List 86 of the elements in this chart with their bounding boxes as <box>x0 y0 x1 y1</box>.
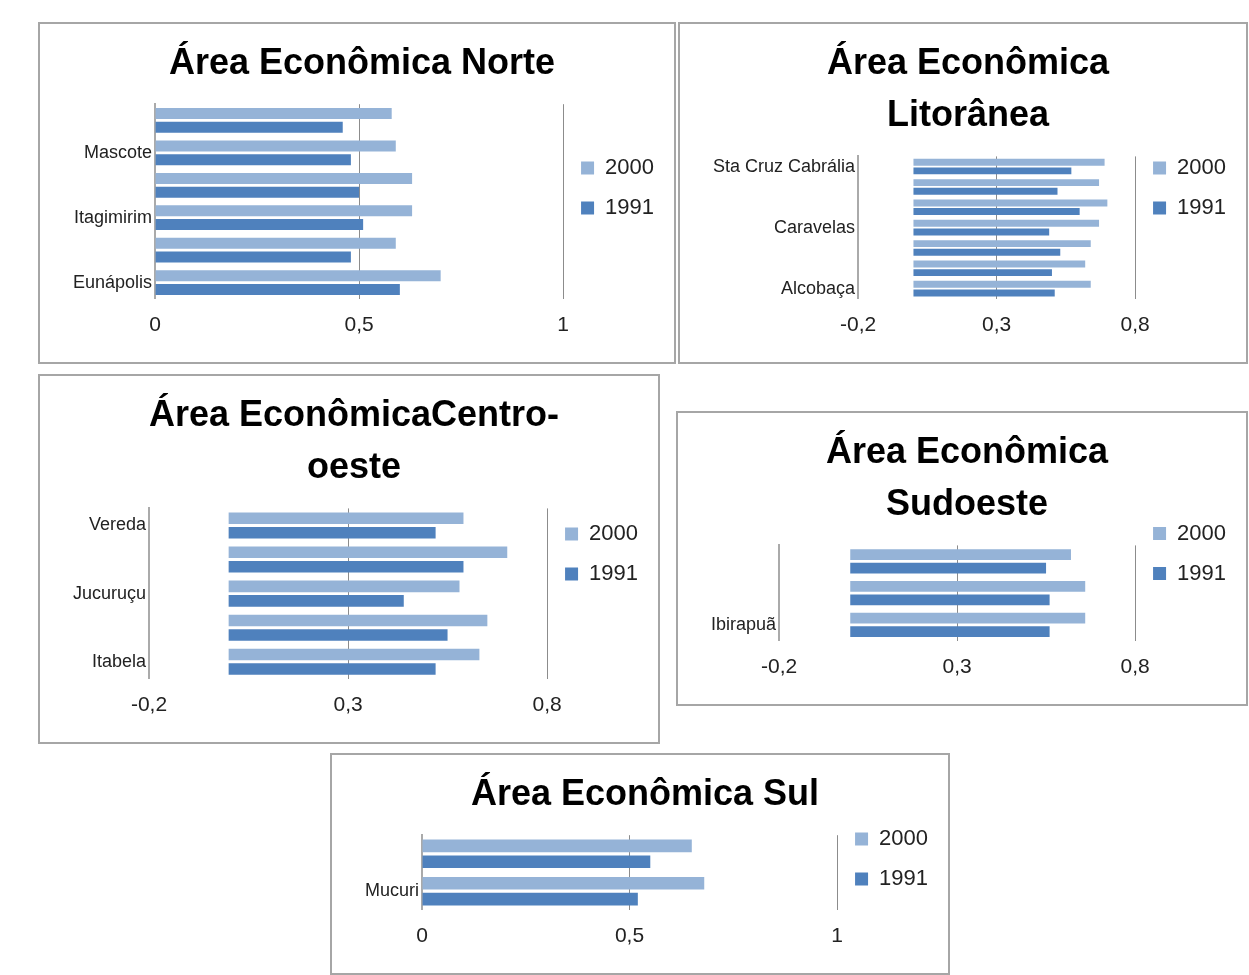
legend-label: 2000 <box>879 825 929 851</box>
bar <box>155 140 396 152</box>
bar <box>155 251 351 263</box>
x-tick-label: 1 <box>557 312 569 336</box>
x-tick-label: 1 <box>831 923 843 947</box>
y-tick-label: Mucuri <box>364 880 420 901</box>
legend-label: 1991 <box>605 194 655 220</box>
y-tick-label: Alcobaça <box>781 277 857 298</box>
x-tick-label: -0,2 <box>130 692 168 716</box>
y-tick-label: Eunápolis <box>73 271 153 292</box>
bar <box>155 283 400 295</box>
bar <box>913 269 1052 277</box>
y-tick-label: Ibirapuã <box>710 613 778 634</box>
y-tick-label: Jucuruçu <box>72 582 147 603</box>
bar <box>913 158 1105 166</box>
y-tick-label: Vereda <box>88 514 148 535</box>
chart-title: Área Econômica Sudoeste <box>825 430 1110 524</box>
bar <box>422 839 692 853</box>
legend-label: 1991 <box>879 865 929 891</box>
bar <box>155 270 441 282</box>
bar <box>228 580 460 593</box>
bar <box>155 172 413 184</box>
x-tick-label: 0,3 <box>981 312 1012 336</box>
x-tick-label: -0,2 <box>839 312 877 336</box>
bar <box>228 663 436 675</box>
bar <box>155 237 396 249</box>
legend-label: 2000 <box>589 520 639 546</box>
bar <box>913 280 1091 288</box>
bar <box>913 248 1061 256</box>
x-tick-label: -0,2 <box>760 654 798 678</box>
bar <box>155 154 351 166</box>
bar <box>228 629 448 641</box>
chart-title: Área Econômica Norte <box>168 41 556 83</box>
y-tick-label: Itabela <box>91 650 148 671</box>
bar <box>850 594 1050 606</box>
bar <box>913 187 1058 195</box>
bar <box>155 108 392 120</box>
y-tick-label: Caravelas <box>774 216 856 237</box>
chart-title: Área EconômicaCentro-oeste <box>148 393 560 487</box>
bar <box>850 626 1050 638</box>
bar <box>850 580 1086 592</box>
chart-title: Área Econômica Sul <box>470 772 820 814</box>
bar <box>913 199 1108 207</box>
legend-label: 2000 <box>1177 154 1227 180</box>
x-tick-label: 0,5 <box>614 923 645 947</box>
bar <box>913 289 1055 297</box>
bar <box>155 219 364 231</box>
bar <box>228 595 404 607</box>
bar <box>228 614 488 627</box>
legend-label: 1991 <box>1177 559 1227 585</box>
x-tick-label: 0 <box>416 923 428 947</box>
bar <box>913 228 1050 236</box>
bar <box>422 876 705 890</box>
bar <box>913 208 1080 216</box>
chart-title: Área Econômica Litorânea <box>826 41 1111 135</box>
x-tick-label: 0 <box>149 312 161 336</box>
x-tick-label: 0,8 <box>1120 312 1150 336</box>
bar <box>850 549 1071 560</box>
x-tick-label: 0,3 <box>333 692 363 716</box>
bar <box>913 167 1072 175</box>
bar <box>850 562 1047 574</box>
y-tick-label: Itagimirim <box>74 206 153 227</box>
x-tick-label: 0,5 <box>344 312 374 336</box>
y-tick-label: Sta Cruz Cabrália <box>713 155 857 176</box>
bar <box>228 512 464 524</box>
bar <box>913 179 1100 187</box>
legend-label: 2000 <box>1177 519 1227 545</box>
bar <box>155 121 343 133</box>
bar <box>155 186 360 198</box>
x-tick-label: 0,8 <box>532 692 562 716</box>
x-tick-label: 0,8 <box>1120 654 1150 678</box>
bar <box>228 560 464 573</box>
bar <box>422 855 651 869</box>
legend-label: 2000 <box>605 154 655 180</box>
x-tick-label: 0,3 <box>942 654 972 678</box>
bar <box>228 546 508 559</box>
bar <box>228 648 480 661</box>
bar <box>228 526 436 539</box>
y-tick-label: Mascote <box>84 141 153 162</box>
legend-label: 1991 <box>589 560 639 586</box>
bar <box>913 240 1091 248</box>
legend-label: 1991 <box>1177 194 1227 220</box>
bar <box>913 219 1100 227</box>
bar <box>155 205 413 217</box>
bar <box>422 892 638 906</box>
bar <box>850 612 1086 624</box>
